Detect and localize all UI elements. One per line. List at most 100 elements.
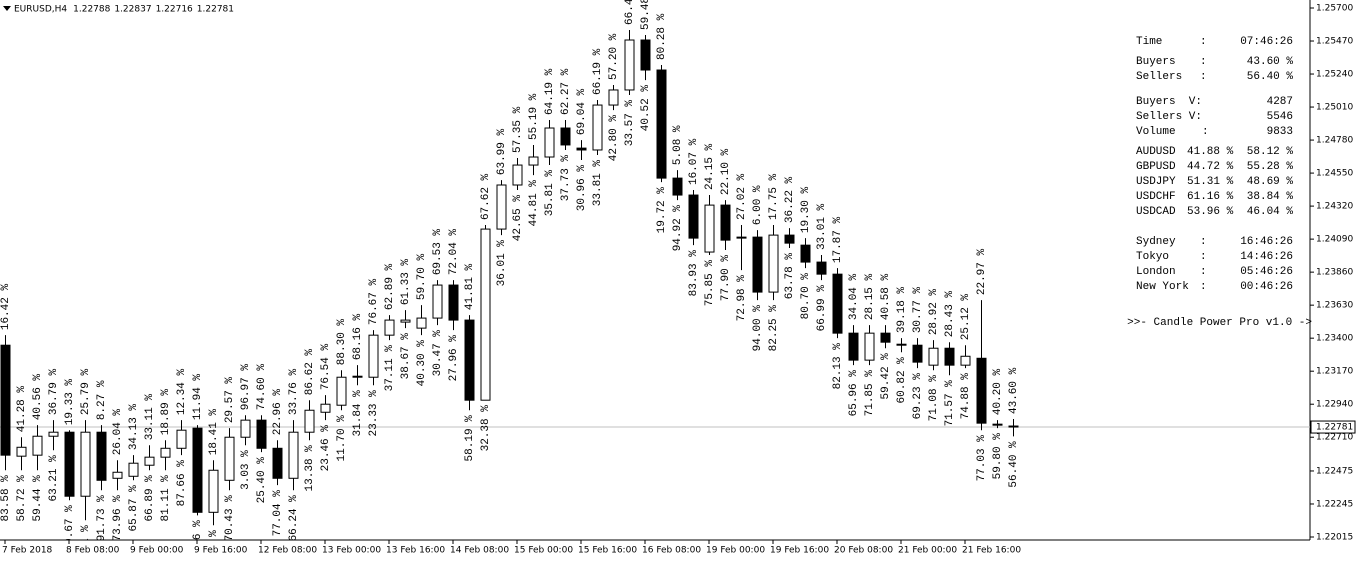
bull-candle <box>384 319 395 336</box>
sellers-label: 30.96 % <box>576 165 588 212</box>
x-tick-label: 20 Feb 08:00 <box>834 546 893 556</box>
buyers-label: 25.79 % <box>80 369 92 416</box>
bear-candle <box>832 273 843 334</box>
buyers-label: 40.58 % <box>880 274 892 321</box>
panel-value: 07:46:26 <box>1240 36 1293 48</box>
buyers-label: 59.48 % <box>640 0 652 30</box>
bull-candle <box>112 471 123 479</box>
y-tick-label: 1.22475 <box>1316 466 1353 476</box>
menu-arrow[interactable] <box>3 6 11 11</box>
session-sep: : <box>1200 236 1207 248</box>
header-open: 1.22788 <box>73 5 110 15</box>
sellers-label: 75.85 % <box>704 260 716 307</box>
y-tick-label: 1.23860 <box>1316 268 1353 278</box>
buyers-label: 22.96 % <box>272 389 284 436</box>
panel-value: 4287 <box>1267 96 1293 108</box>
bull-candle <box>240 419 251 438</box>
buyers-label: 43.60 % <box>1008 367 1020 414</box>
session-name: Sydney <box>1136 236 1176 248</box>
buyers-label: 25.12 % <box>960 294 972 341</box>
bull-candle <box>304 409 315 433</box>
sellers-label: 72.98 % <box>736 275 748 322</box>
bull-candle <box>224 436 235 481</box>
sellers-label: 77.04 % <box>272 490 284 537</box>
y-tick-label: 1.22015 <box>1316 533 1353 543</box>
buyers-label: 34.04 % <box>848 274 860 321</box>
buyers-label: 67.62 % <box>480 173 492 220</box>
session-sep: : <box>1200 266 1207 278</box>
price-label-box <box>1310 420 1356 434</box>
session-name: New York <box>1136 281 1189 293</box>
sellers-label: 94.00 % <box>752 305 764 352</box>
buyers-label: 96.97 % <box>240 364 252 411</box>
buyers-label: 41.28 % <box>16 386 28 433</box>
sellers-label: 59.44 % <box>32 475 44 522</box>
panel-value: 56.40 % <box>1247 71 1294 83</box>
panel-sep: : <box>1200 56 1207 68</box>
x-tick-label: 13 Feb 00:00 <box>322 546 381 556</box>
sellers-label: 59.80 % <box>992 433 1004 480</box>
sellers-label: 23.46 % <box>320 425 332 472</box>
bear-candle <box>656 69 667 179</box>
sellers-label: 88.06 % <box>192 520 204 561</box>
x-tick-label: 12 Feb 08:00 <box>258 546 317 556</box>
sellers-label: 27.96 % <box>448 335 460 382</box>
bull-candle <box>416 317 427 329</box>
sellers-label: 81.11 % <box>160 475 172 522</box>
sellers-label: 31.84 % <box>352 390 364 437</box>
buyers-label: 6.00 % <box>752 185 764 225</box>
bull-candle <box>608 89 619 106</box>
buyers-label: 17.87 % <box>832 217 844 264</box>
bull-candle <box>736 236 747 239</box>
bear-candle <box>640 39 651 71</box>
panel-value: 43.60 % <box>1247 56 1294 68</box>
pair-buy: 41.88 % <box>1187 146 1234 158</box>
sellers-label: 33.81 % <box>592 160 604 207</box>
y-tick-label: 1.25700 <box>1316 4 1353 14</box>
pair-sell: 58.12 % <box>1247 146 1294 158</box>
x-tick-label: 15 Feb 16:00 <box>578 546 637 556</box>
y-tick-label: 1.23630 <box>1316 301 1353 311</box>
bull-candle <box>768 234 779 293</box>
bull-candle <box>160 447 171 458</box>
sellers-label: 82.25 % <box>768 305 780 352</box>
pair-buy: 51.31 % <box>1187 176 1234 188</box>
sellers-label: 94.92 % <box>672 205 684 252</box>
buyers-label: 16.07 % <box>688 138 700 185</box>
bear-candle <box>848 332 859 361</box>
sellers-label: 66.89 % <box>144 475 156 522</box>
sellers-label: 19.72 % <box>656 187 668 234</box>
sellers-label: 40.52 % <box>640 85 652 132</box>
session-time: 14:46:26 <box>1240 251 1293 263</box>
bull-candle <box>16 446 27 457</box>
sellers-label: 71.57 % <box>944 380 956 427</box>
bull-candle <box>288 431 299 479</box>
buyers-label: 40.56 % <box>32 374 44 421</box>
pair-name: USDCHF <box>1136 191 1176 203</box>
bull-candle <box>544 127 555 158</box>
bull-candle <box>624 39 635 91</box>
buyers-label: 8.27 % <box>96 380 108 420</box>
buyers-label: 19.33 % <box>64 379 76 426</box>
x-tick-label: 8 Feb 08:00 <box>66 546 120 556</box>
session-sep: : <box>1200 251 1207 263</box>
y-tick-label: 1.24320 <box>1316 202 1353 212</box>
buyers-label: 40.20 % <box>992 369 1004 416</box>
buyers-label: 76.67 % <box>368 279 380 326</box>
buyers-label: 18.41 % <box>208 409 220 456</box>
sellers-label: 63.21 % <box>48 455 60 502</box>
buyers-label: 55.19 % <box>528 93 540 140</box>
sellers-label: 74.88 % <box>960 373 972 420</box>
sellers-label: 66.99 % <box>816 285 828 332</box>
pair-buy: 44.72 % <box>1187 161 1234 173</box>
sellers-label: 73.96 % <box>112 495 124 542</box>
bull-candle <box>496 184 507 230</box>
panel-value: 5546 <box>1267 111 1293 123</box>
sellers-label: 71.08 % <box>928 375 940 422</box>
sellers-label: 33.57 % <box>624 100 636 147</box>
bull-candle <box>352 375 363 378</box>
bear-candle <box>464 319 475 401</box>
bull-candle <box>512 164 523 186</box>
sellers-label: 69.23 % <box>912 373 924 420</box>
buyers-label: 30.77 % <box>912 287 924 334</box>
